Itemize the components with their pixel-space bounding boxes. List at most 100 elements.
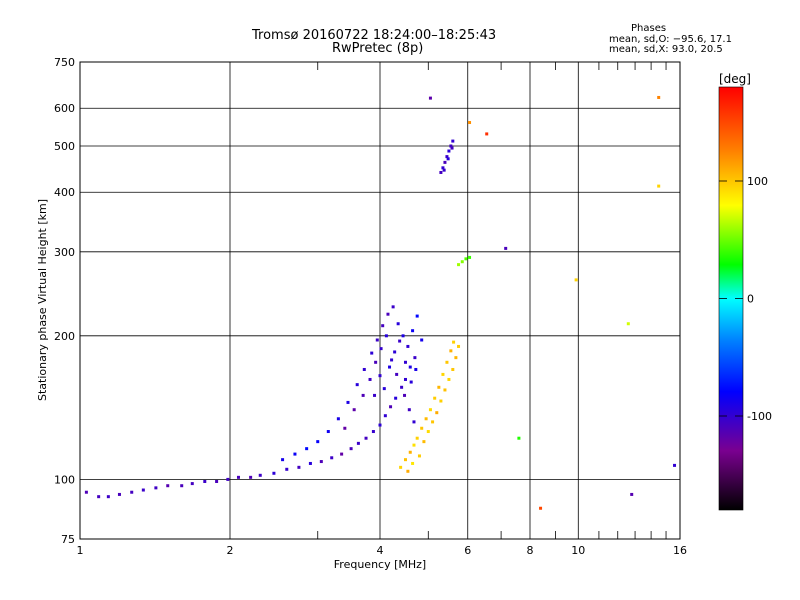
colorbar-tick-label: 0 bbox=[747, 293, 754, 306]
chart-subtitle: RwPretec (8p) bbox=[332, 41, 424, 56]
data-point bbox=[249, 475, 253, 479]
data-point bbox=[431, 420, 435, 424]
data-point bbox=[415, 314, 419, 318]
data-point bbox=[414, 367, 418, 371]
data-point bbox=[485, 132, 489, 136]
data-point bbox=[439, 170, 443, 174]
data-point bbox=[442, 168, 446, 172]
data-point bbox=[384, 334, 388, 338]
x-tick-label: 16 bbox=[673, 544, 687, 557]
data-point bbox=[447, 149, 451, 153]
chart-title: Tromsø 20160722 18:24:00–18:25:43 bbox=[252, 28, 497, 43]
data-point bbox=[657, 184, 661, 188]
y-tick-label: 75 bbox=[61, 533, 75, 546]
data-point bbox=[141, 488, 145, 492]
data-point bbox=[396, 322, 400, 326]
data-point bbox=[368, 377, 372, 381]
data-point bbox=[457, 344, 461, 348]
data-point bbox=[381, 324, 385, 328]
y-tick-label: 600 bbox=[54, 102, 75, 115]
data-point bbox=[449, 144, 453, 148]
data-point bbox=[413, 356, 417, 360]
data-point bbox=[236, 475, 240, 479]
data-point bbox=[166, 484, 170, 488]
data-point bbox=[190, 482, 194, 486]
data-point bbox=[443, 160, 447, 164]
x-tick-label: 4 bbox=[377, 544, 384, 557]
colorbar-label: [deg] bbox=[719, 72, 751, 86]
data-point bbox=[435, 411, 439, 415]
data-point bbox=[447, 377, 451, 381]
data-point bbox=[403, 360, 407, 364]
data-point bbox=[422, 440, 426, 444]
colorbar-tick-label: -100 bbox=[747, 410, 772, 423]
y-tick-label: 300 bbox=[54, 246, 75, 259]
data-point bbox=[319, 460, 323, 464]
data-point bbox=[393, 350, 397, 354]
data-point bbox=[379, 347, 383, 351]
x-tick-label: 1 bbox=[77, 544, 84, 557]
data-point bbox=[417, 454, 421, 458]
data-point bbox=[408, 365, 412, 369]
data-point bbox=[464, 257, 468, 261]
data-point bbox=[305, 447, 309, 451]
data-point bbox=[364, 436, 368, 440]
data-point bbox=[336, 417, 340, 421]
data-point bbox=[374, 360, 378, 364]
data-point bbox=[412, 443, 416, 447]
data-point bbox=[403, 377, 407, 381]
data-point bbox=[388, 365, 392, 369]
data-point bbox=[504, 246, 508, 250]
data-point bbox=[626, 322, 630, 326]
data-point bbox=[574, 278, 578, 282]
x-tick-label: 6 bbox=[464, 544, 471, 557]
data-point bbox=[468, 255, 472, 259]
data-point bbox=[215, 479, 219, 483]
y-tick-label: 200 bbox=[54, 330, 75, 343]
data-point bbox=[394, 396, 398, 400]
data-point bbox=[657, 95, 661, 99]
data-point bbox=[451, 367, 455, 371]
data-point bbox=[293, 452, 297, 456]
data-point bbox=[445, 155, 449, 159]
data-point bbox=[420, 426, 424, 430]
data-point bbox=[346, 400, 350, 404]
y-tick-label: 750 bbox=[54, 56, 75, 69]
data-point bbox=[154, 486, 158, 490]
data-point bbox=[445, 360, 449, 364]
data-point bbox=[330, 456, 334, 460]
data-point bbox=[441, 166, 445, 170]
data-point bbox=[428, 408, 432, 412]
data-point bbox=[258, 473, 262, 477]
data-point bbox=[452, 340, 456, 344]
data-point bbox=[308, 461, 312, 465]
colorbar-ticks: 100 0 -100 bbox=[719, 175, 772, 423]
data-point bbox=[398, 339, 402, 343]
data-point bbox=[84, 490, 88, 494]
data-point bbox=[272, 471, 276, 475]
data-point bbox=[441, 372, 445, 376]
data-point bbox=[371, 430, 375, 434]
data-point bbox=[349, 447, 353, 451]
data-point bbox=[361, 393, 365, 397]
stats-o-mode: mean, sd,O: −95.6, 17.1 bbox=[609, 34, 732, 45]
data-point bbox=[439, 399, 443, 403]
data-point bbox=[180, 484, 184, 488]
data-point bbox=[343, 426, 347, 430]
x-tick-label: 8 bbox=[527, 544, 534, 557]
x-tick-label: 10 bbox=[571, 544, 585, 557]
data-point bbox=[399, 465, 403, 469]
data-point bbox=[375, 338, 379, 342]
data-point bbox=[406, 344, 410, 348]
data-point bbox=[326, 430, 330, 434]
data-point bbox=[420, 338, 424, 342]
data-point bbox=[130, 490, 134, 494]
data-point bbox=[352, 408, 356, 412]
data-point bbox=[407, 408, 411, 412]
data-point bbox=[316, 440, 320, 444]
data-point bbox=[460, 260, 464, 264]
data-point bbox=[446, 157, 450, 161]
data-point bbox=[450, 146, 454, 150]
data-point bbox=[203, 479, 207, 483]
